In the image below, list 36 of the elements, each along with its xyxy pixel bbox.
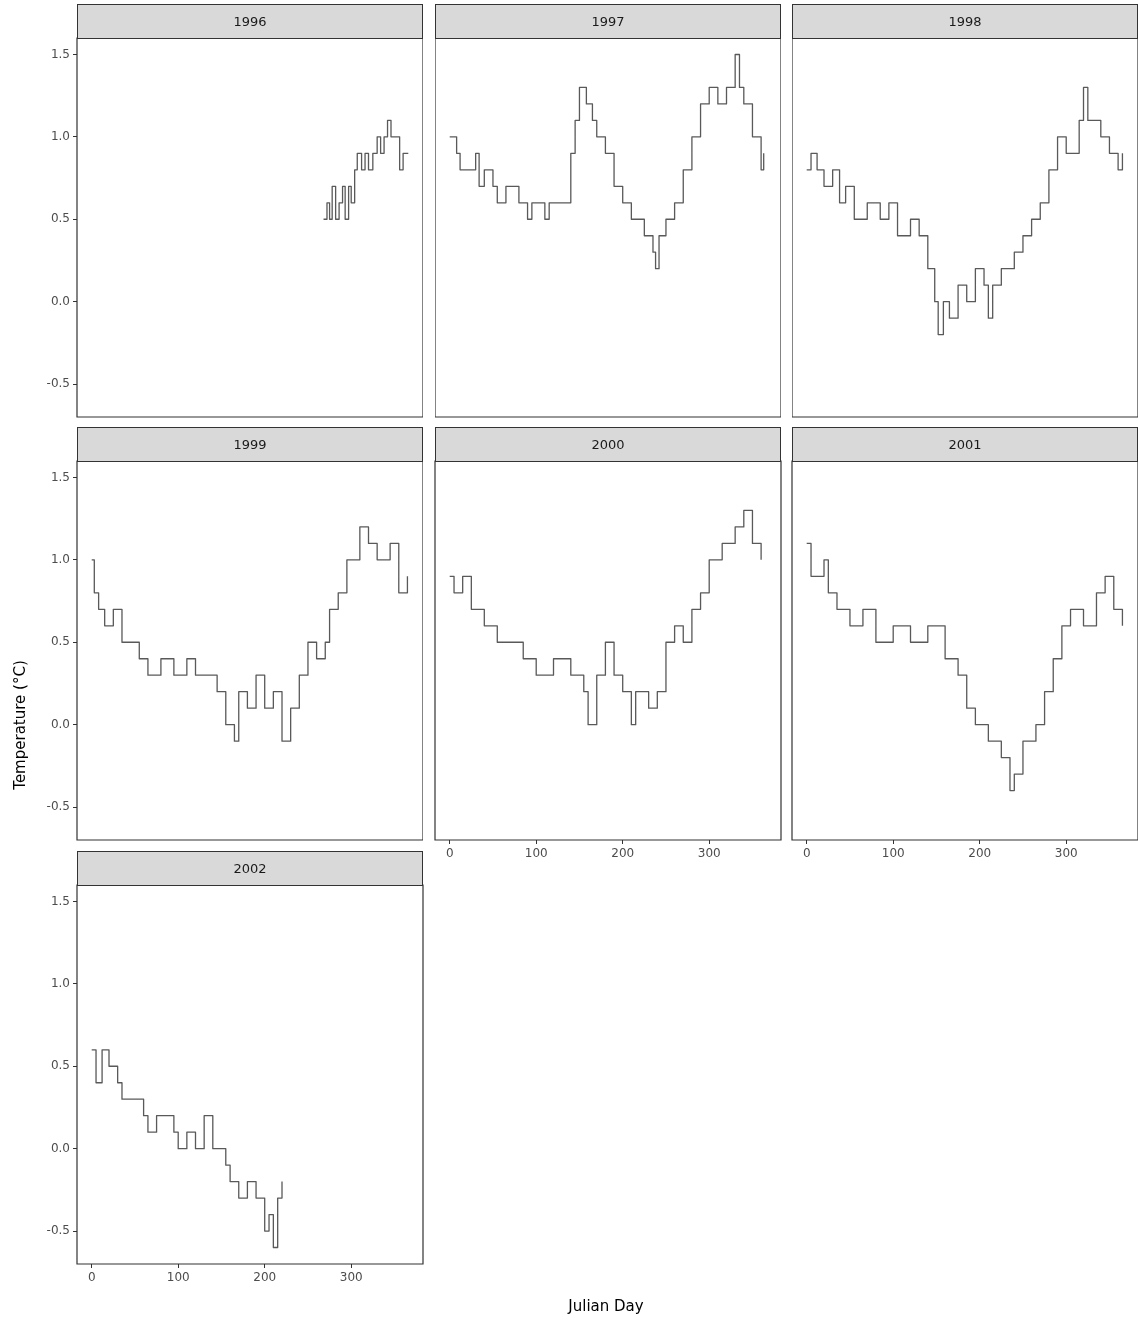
x-tick-label: 300 [1054,846,1078,861]
y-tick-label: 1.5 [50,469,70,484]
y-tick-label: 1.0 [50,551,70,566]
x-tick-label: 0 [87,1270,96,1285]
x-tick-label: 200 [253,1270,277,1285]
y-tick-label: 1.5 [50,46,70,61]
x-tick-label: 300 [339,1270,363,1285]
x-tick-label: 200 [611,846,635,861]
x-tick-label: 100 [881,846,905,861]
y-tick-label: 0.5 [50,211,70,226]
y-tick-label: 0.0 [50,716,70,731]
x-tick-label: 0 [802,846,811,861]
y-tick-label: 1.0 [50,975,70,990]
y-tick-label: 1.5 [50,893,70,908]
y-tick-label: 0.5 [50,634,70,649]
y-tick-label: -0.5 [46,376,70,391]
chart-title: 2000 [435,427,781,462]
chart-title: 1998 [792,4,1138,39]
x-tick-label: 0 [445,846,454,861]
chart-title: 2001 [792,427,1138,462]
x-tick-label: 200 [968,846,992,861]
chart-title: 1999 [77,427,423,462]
chart-title: 2002 [77,851,423,886]
x-tick-label: 300 [697,846,721,861]
x-tick-label: 100 [166,1270,190,1285]
y-tick-label: -0.5 [46,799,70,814]
y-tick-label: 0.0 [50,293,70,308]
y-tick-label: 0.5 [50,1058,70,1073]
y-tick-label: -0.5 [46,1223,70,1238]
y-axis-title: Temperature (°C) [11,660,29,790]
chart-title: 1996 [77,4,423,39]
chart-title: 1997 [435,4,781,39]
y-tick-label: 1.0 [50,128,70,143]
x-axis-title: Julian Day [568,1297,644,1315]
x-tick-label: 100 [524,846,548,861]
y-tick-label: 0.0 [50,1140,70,1155]
